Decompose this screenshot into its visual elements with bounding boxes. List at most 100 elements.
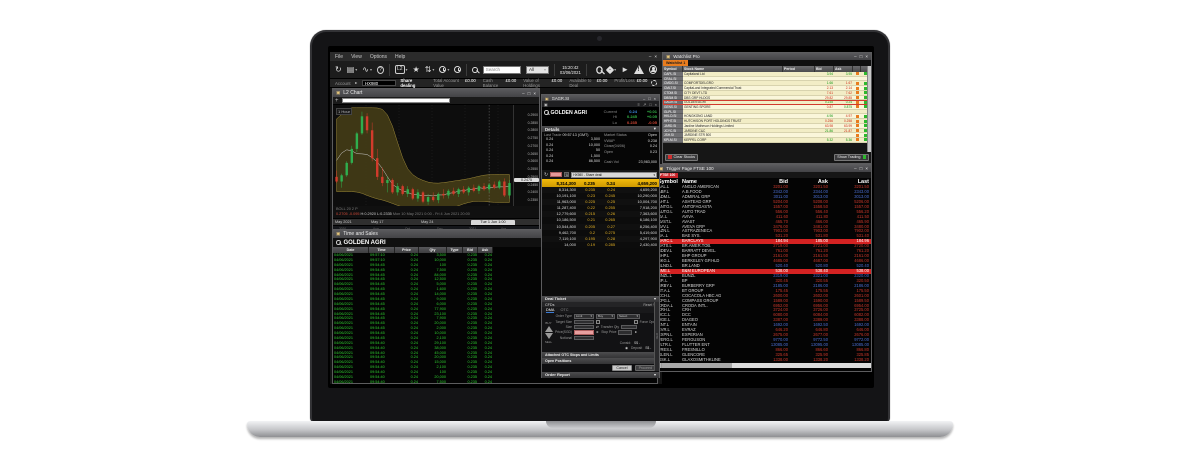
order-type-select[interactable]: Limit ▾ (574, 314, 594, 319)
stop-price-input[interactable] (618, 330, 633, 335)
trigger-row[interactable]: GLEN.L GLENCORE 325.65 325.90 325.85 (656, 352, 871, 358)
watchlist-header-bid[interactable]: Bid (815, 66, 834, 72)
buy-arrow-button[interactable] (544, 325, 553, 332)
ladder-row[interactable]: 11,963,000 0.225 0.25 10,004,700 (542, 199, 659, 206)
menu-item-options[interactable]: Options (369, 53, 388, 60)
trigger-row[interactable]: BLND.L BR.LAND 520.40 520.80 520.40 (656, 263, 871, 269)
transfer-icon[interactable]: ⇄ (596, 325, 599, 330)
trigger-row[interactable]: CCH.L COCACOLA HBC AG 2600.00 2602.00 2601.0… (656, 293, 871, 299)
close-icon[interactable]: × (654, 101, 657, 107)
sell-badge-cell[interactable] (853, 81, 861, 87)
tns-header-time[interactable]: Time (369, 247, 395, 253)
tns-row[interactable]: 04/06/2021 09:57:10 0.24 3,500 0.235 0.24 (333, 253, 493, 258)
deal-ticket-bar[interactable]: Deal Ticket ▾ (542, 295, 659, 302)
tab-ftse100[interactable]: FTSE 100 (657, 172, 679, 178)
pointer-icon[interactable]: ► (621, 64, 630, 74)
clock-icon[interactable]: ▾ (439, 66, 449, 74)
trigger-row[interactable]: AZN.L ASTRAZENECA 7901.00 7903.00 7902.00 (656, 228, 871, 234)
history-clock-icon[interactable] (454, 66, 462, 73)
trigger-row[interactable]: BKG.L BERKELEY GP.HLD 4685.00 4687.00 4686.0… (656, 258, 871, 264)
order-report-bar[interactable]: Order Report ▾ (542, 371, 659, 378)
watchlist-titlebar[interactable]: ▣ Watchlist Pro – □ × (663, 53, 871, 60)
tns-header-bid[interactable]: Bid (463, 247, 478, 253)
trigger-row[interactable]: AV..L AVIVA 411.60 411.80 411.50 (656, 214, 871, 220)
minimize-button[interactable]: – (522, 90, 525, 96)
app-minimize-button[interactable]: – (648, 54, 652, 59)
watchlist-row[interactable]: JARD.SI Jardine Matheson Holdings Limited… (663, 123, 871, 129)
buy-badge-cell[interactable] (861, 95, 869, 101)
buy-badge-cell[interactable] (861, 119, 869, 124)
collapse-icon[interactable]: ▾ (653, 372, 656, 378)
tns-row[interactable]: 04/06/2021 09:54:40 0.24 20,000 0.235 0.24 (333, 355, 493, 360)
buy-badge-cell[interactable] (861, 86, 869, 91)
watchlist-header-symbol[interactable]: Symbol (663, 66, 683, 72)
trigger-row[interactable]: ABF.L A.B.FOOD 2342.00 2344.00 2343.00 (656, 189, 871, 195)
trigger-row[interactable]: DGE.L DIAGEO 3387.00 3389.00 3388.00 (656, 317, 871, 323)
maximize-button[interactable]: □ (859, 166, 863, 171)
search-input[interactable]: Search (482, 65, 522, 74)
force-open-checkbox[interactable] (634, 320, 638, 324)
sell-badge-cell[interactable] (853, 138, 861, 143)
watchlist-row[interactable]: CTDM.SI CITY DEVT LTD 7.61 7.62 (663, 90, 871, 96)
app-close-button[interactable]: × (654, 54, 657, 59)
show-trading-button[interactable]: Show Trading (834, 153, 869, 161)
watchlist-header-ask[interactable]: Ask (834, 66, 853, 72)
select-dropdown[interactable]: Select ▾ (617, 314, 640, 319)
trigger-row[interactable]: BNZL.L BUNZL 2319.00 2321.00 2320.00 (656, 273, 871, 279)
menu-item-file[interactable]: File (335, 53, 344, 60)
l2-view-icon[interactable]: L2 ▾ (394, 65, 408, 74)
trigger-h-scrollbar[interactable] (657, 363, 871, 368)
tns-row[interactable]: 04/06/2021 09:54:40 0.24 7,500 0.235 0.24 (333, 380, 493, 385)
sell-badge-cell[interactable] (853, 119, 861, 124)
buy-badge-cell[interactable] (861, 133, 869, 139)
tns-header-ask[interactable]: Ask (478, 247, 493, 253)
sell-badge-cell[interactable] (853, 95, 861, 101)
crosshair-icon[interactable]: + (335, 97, 339, 104)
tns-row[interactable]: 04/06/2021 09:54:45 0.24 23,100 0.235 0.24 (333, 312, 493, 317)
popout-icon[interactable]: ↗ (642, 101, 647, 107)
trigger-row[interactable]: AVST.L AVAST 465.70 466.00 465.90 (656, 219, 871, 225)
tns-header-date[interactable]: Date (333, 247, 369, 253)
tns-row[interactable]: 04/06/2021 09:54:40 0.24 20,000 0.235 0.24 (333, 375, 493, 380)
tab-cfds[interactable]: CFDs (545, 302, 555, 307)
trigger-row[interactable]: BT.A.L BT GROUP 175.45 175.55 175.50 (656, 288, 871, 294)
watchlist-row[interactable]: JCYC.SI JARDINE C&C 21.86 21.87 (663, 128, 871, 134)
price-input[interactable] (574, 330, 594, 335)
scroll-thumb[interactable] (662, 363, 732, 368)
clear-stocks-button[interactable]: Clear Stocks (665, 153, 699, 161)
checkbox[interactable] (596, 320, 600, 324)
buy-badge-cell[interactable] (861, 105, 869, 110)
size-input[interactable] (574, 324, 594, 330)
chart-symbol-input[interactable] (341, 97, 450, 104)
trigger-row[interactable]: BHP.L BHP GROUP 2161.00 2161.50 2161.00 (656, 253, 871, 259)
trigger-row[interactable]: BME.L B&M EUROPEAN 538.00 538.40 538.00 (656, 268, 871, 274)
trigger-header-ask[interactable]: Ask (817, 178, 828, 185)
watchlist-row[interactable]: HKLD.SI HONGKONG LAND 4.96 4.97 (663, 114, 871, 120)
maximize-button[interactable]: □ (648, 95, 651, 101)
ladder-row[interactable]: 10,544,800 0.205 0.27 8,256,400 (542, 223, 659, 230)
buy-badge-cell[interactable] (861, 100, 869, 106)
sell-badge-cell[interactable] (853, 123, 861, 129)
sell-badge-cell[interactable] (853, 76, 861, 82)
watchlist-row[interactable]: CAPL.SI Capitaland Ltd 3.94 3.95 (663, 72, 871, 77)
tab-otc[interactable]: OTC (560, 308, 569, 313)
trigger-row[interactable]: AHT.L ASHTEAD GRP 5204.00 5208.00 5206.00 (656, 199, 871, 205)
buy-badge-cell[interactable] (861, 123, 869, 129)
tns-row[interactable]: 04/06/2021 09:54:45 0.24 10,000 0.235 0.24 (333, 331, 493, 336)
proceed-button[interactable]: Proceed (634, 365, 656, 371)
zoom-search-icon[interactable] (595, 65, 603, 74)
collapse-icon[interactable]: ▾ (653, 296, 656, 302)
sell-badge-cell[interactable] (853, 90, 861, 96)
tns-row[interactable]: 04/06/2021 09:54:45 0.24 77,900 0.235 0.24 (333, 307, 493, 312)
trigger-row[interactable]: CRH.L CRH 3724.00 3726.00 3725.00 (656, 307, 871, 313)
minimize-button[interactable]: – (643, 95, 646, 101)
tns-row[interactable]: 04/06/2021 09:54:45 0.24 7,900 0.235 0.24 (333, 316, 493, 321)
buy-badge-cell[interactable] (861, 128, 869, 134)
chart-area[interactable]: 1 Hour 0.2900 0.2850 0.2800 0.2750 0.2700 0.2… (333, 105, 539, 206)
tns-row[interactable]: 04/06/2021 09:54:40 0.24 45,000 0.235 0.24 (333, 351, 493, 356)
minimize-button[interactable]: – (854, 54, 857, 59)
expand-icon[interactable]: ► (596, 330, 600, 335)
trigger-row[interactable]: EVR.L EVRAZ 646.20 646.80 646.00 (656, 327, 871, 333)
new-document-icon[interactable]: ▤ ▾ (346, 64, 358, 74)
buy-badge-cell[interactable] (861, 72, 869, 77)
